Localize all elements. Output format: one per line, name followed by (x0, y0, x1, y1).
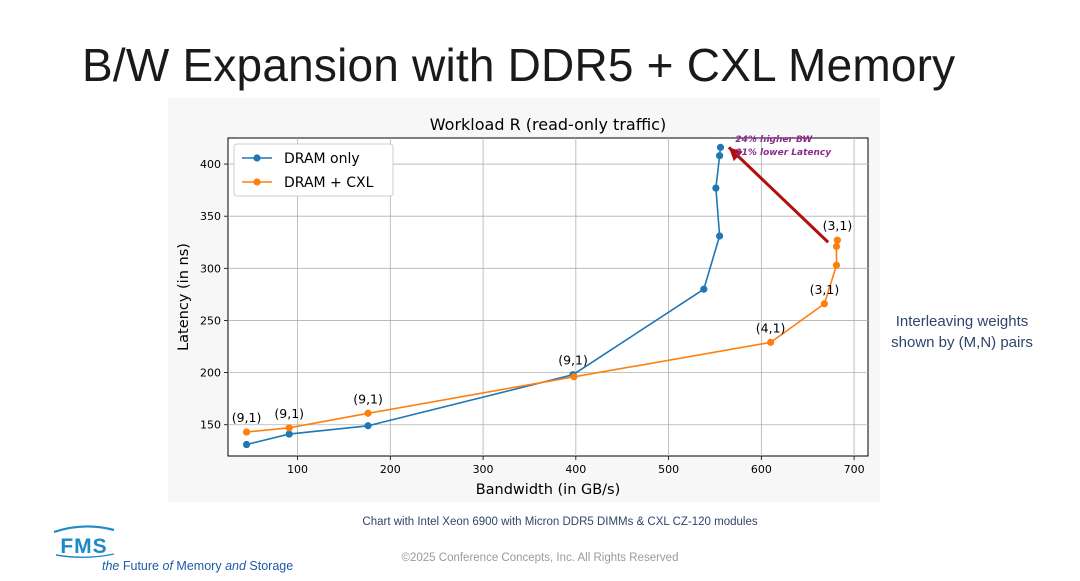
data-point-dram-cxl (767, 338, 775, 346)
interleaving-note: Interleaving weights shown by (M,N) pair… (873, 311, 1051, 353)
tagline-the: the (102, 559, 120, 573)
y-tick-label: 150 (200, 419, 221, 432)
latency-bandwidth-chart: Workload R (read-only traffic) 100 200 300… (176, 115, 869, 498)
tagline-future: Future (122, 559, 160, 573)
point-label: (9,1) (274, 406, 304, 421)
tagline-memory: Memory (176, 559, 222, 573)
data-point-dram-cxl (832, 242, 841, 251)
axis-ticks: 100 200 300 400 500 600 700 150 200 250 300 350 400 (200, 158, 865, 476)
y-tick-label: 400 (200, 158, 221, 171)
x-tick-label: 100 (287, 463, 308, 476)
chart-title: Workload R (read-only traffic) (430, 115, 666, 134)
legend-swatch-marker (253, 154, 261, 162)
data-point-dram-only (285, 430, 293, 438)
x-tick-label: 400 (565, 463, 586, 476)
data-point-dram-cxl (832, 261, 841, 269)
legend-label: DRAM only (284, 151, 360, 167)
point-labels: (9,1) (9,1) (9,1) (9,1) (4,1) (3,1) (3,1) (232, 218, 852, 425)
x-tick-label: 200 (380, 463, 401, 476)
data-point-dram-only (364, 422, 372, 430)
y-tick-label: 300 (200, 262, 221, 275)
point-label: (9,1) (353, 391, 383, 406)
legend: DRAM only DRAM + CXL (233, 143, 394, 197)
chart-panel: Workload R (read-only traffic) 100 200 300… (168, 98, 880, 502)
tagline-and: and (225, 559, 246, 573)
fms-logo: FMS the Future of Memory and Storage (48, 524, 293, 578)
legend-box (233, 143, 394, 197)
x-axis-label: Bandwidth (in GB/s) (476, 482, 621, 498)
data-point-dram-only (715, 232, 724, 240)
x-tick-label: 700 (844, 463, 865, 476)
point-label: (3,1) (810, 282, 840, 297)
data-point-dram-cxl (285, 424, 293, 432)
x-tick-label: 500 (658, 463, 679, 476)
x-tick-label: 600 (751, 463, 772, 476)
point-label: (3,1) (823, 218, 853, 233)
note-line-1: Interleaving weights (895, 313, 1029, 330)
point-label: (4,1) (756, 320, 786, 335)
data-point-dram-only (700, 285, 708, 293)
data-point-dram-cxl (364, 409, 372, 417)
data-point-dram-cxl (833, 236, 841, 244)
point-label: (9,1) (558, 353, 588, 368)
annotation-line: 21% lower Latency (735, 148, 832, 158)
tagline-of: of (162, 559, 173, 573)
arrow-head (728, 147, 743, 162)
note-line-2: shown by (M,N) pairs (891, 334, 1033, 351)
copyright-notice: ©2025 Conference Concepts, Inc. All Righ… (401, 552, 679, 564)
data-point-dram-only (716, 143, 725, 151)
x-tick-label: 300 (473, 463, 494, 476)
data-point-dram-cxl (242, 428, 251, 436)
data-point-dram-only (715, 152, 724, 160)
y-tick-label: 250 (200, 314, 221, 327)
y-tick-label: 350 (200, 210, 221, 223)
data-point-dram-cxl (570, 373, 578, 381)
logo-tagline: the Future of Memory and Storage (102, 559, 293, 573)
annotation-line: 24% higher BW (735, 135, 813, 145)
data-series (242, 143, 841, 449)
legend-label: DRAM + CXL (284, 175, 374, 191)
y-tick-label: 200 (200, 367, 221, 380)
logo-mark-text: FMS (60, 535, 107, 558)
legend-swatch-marker (253, 178, 261, 186)
slide-title: B/W Expansion with DDR5 + CXL Memory (82, 39, 956, 91)
chart-caption: Chart with Intel Xeon 6900 with Micron D… (362, 516, 758, 528)
data-point-dram-only (242, 440, 251, 449)
point-label: (9,1) (232, 410, 262, 425)
annotation: 24% higher BW 21% lower Latency (727, 135, 832, 244)
data-point-dram-only (712, 184, 720, 192)
data-point-dram-cxl (820, 300, 829, 308)
arrow-shaft (727, 146, 830, 244)
fms-logo-mark: FMS (53, 525, 115, 558)
y-axis-label: Latency (in ns) (176, 243, 192, 351)
tagline-storage: Storage (249, 559, 294, 573)
